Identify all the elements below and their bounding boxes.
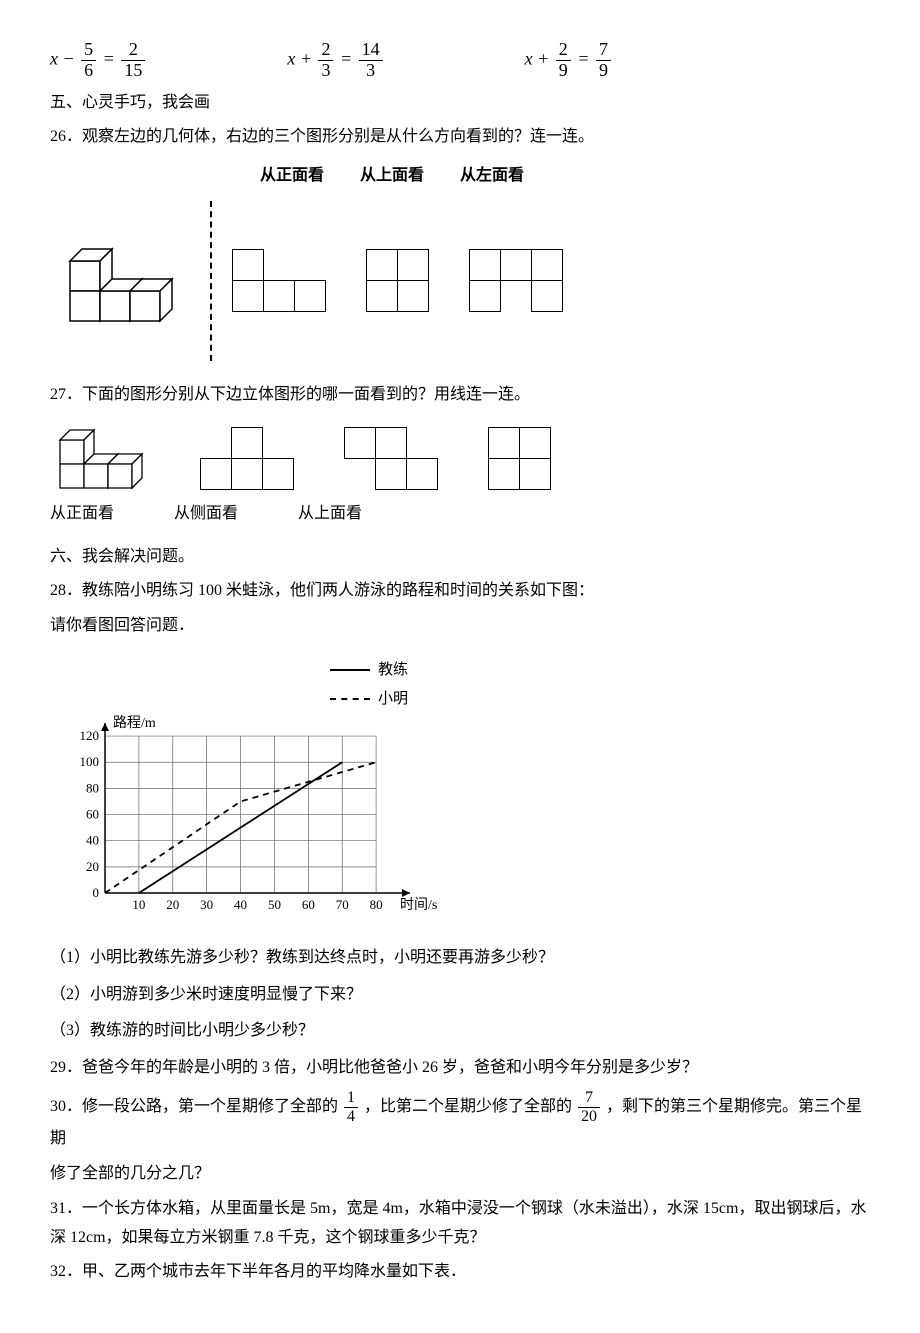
svg-text:20: 20 <box>86 859 99 874</box>
num: 5 <box>81 40 96 61</box>
line-chart-svg: 10 20 30 40 50 60 70 80 0 20 40 60 80 100 120 路程/m 时间/s <box>50 713 470 923</box>
var: x <box>50 48 58 68</box>
var: x <box>525 48 533 68</box>
q28-chart: 教练 小明 10 20 30 40 50 60 70 80 0 20 40 60 80 100 120 路程/… <box>50 657 870 934</box>
q28-sub3: （3）教练游的时间比小明少多少秒？ <box>50 1017 870 1046</box>
label-top: 从上面看 <box>298 500 362 529</box>
equals: = <box>577 48 594 68</box>
question-32: 32．甲、乙两个城市去年下半年各月的平均降水量如下表． <box>50 1258 870 1287</box>
den: 4 <box>344 1108 358 1126</box>
svg-text:40: 40 <box>234 897 247 912</box>
question-30: 30．修一段公路，第一个星期修了全部的 14 ，比第二个星期少修了全部的 720… <box>50 1089 870 1154</box>
svg-text:70: 70 <box>336 897 349 912</box>
equation-3: x + 29 = 79 <box>525 40 613 81</box>
q30-line2: 修了全部的几分之几？ <box>50 1160 870 1189</box>
flat-shape-27b <box>344 427 438 490</box>
num: 2 <box>556 40 571 61</box>
cube-solid-27-icon <box>50 420 150 490</box>
equation-1: x − 56 = 215 <box>50 40 147 81</box>
legend-solid-icon <box>330 669 370 671</box>
question-31: 31．一个长方体水箱，从里面量长是 5m，宽是 4m，水箱中浸没一个钢球（水未溢… <box>50 1195 870 1253</box>
section-6-title: 六、我会解决问题。 <box>50 543 870 572</box>
legend-dash-icon <box>330 698 370 700</box>
q26-view-labels: 从正面看 从上面看 从左面看 <box>260 162 870 191</box>
q30-pre: 30．修一段公路，第一个星期修了全部的 <box>50 1098 338 1115</box>
legend-coach: 教练 <box>378 657 408 684</box>
label-top: 从上面看 <box>360 162 424 191</box>
q28-sub1: （1）小明比教练先游多少秒？教练到达终点时，小明还要再游多少秒？ <box>50 944 870 973</box>
svg-text:120: 120 <box>80 728 100 743</box>
q26-figure-row <box>50 201 870 361</box>
den: 3 <box>359 61 383 81</box>
op: + <box>537 48 549 68</box>
den: 20 <box>578 1108 600 1126</box>
op: + <box>300 48 312 68</box>
equation-2: x + 23 = 143 <box>287 40 384 81</box>
flat-shape-27c <box>488 427 551 490</box>
question-28: 28．教练陪小明练习 100 米蛙泳，他们两人游泳的路程和时间的关系如下图： <box>50 577 870 606</box>
legend-xiaoming: 小明 <box>378 686 408 713</box>
label-front: 从正面看 <box>260 162 324 191</box>
den: 9 <box>596 61 611 81</box>
label-left: 从左面看 <box>460 162 524 191</box>
q30-mid: ，比第二个星期少修了全部的 <box>364 1098 572 1115</box>
num: 14 <box>359 40 383 61</box>
den: 9 <box>556 61 571 81</box>
svg-text:40: 40 <box>86 833 99 848</box>
num: 2 <box>121 40 145 61</box>
vertical-divider <box>210 201 212 361</box>
svg-text:路程/m: 路程/m <box>113 715 156 731</box>
q26-flat-shapes <box>232 249 563 312</box>
svg-text:0: 0 <box>93 885 100 900</box>
q28-sub2: （2）小明游到多少米时速度明显慢了下来？ <box>50 981 870 1010</box>
q27-labels: 从正面看 从侧面看 从上面看 <box>50 500 870 529</box>
svg-text:80: 80 <box>370 897 383 912</box>
svg-text:30: 30 <box>200 897 213 912</box>
section-5-title: 五、心灵手巧，我会画 <box>50 89 870 118</box>
svg-text:50: 50 <box>268 897 281 912</box>
num: 1 <box>344 1089 358 1108</box>
num: 2 <box>318 40 333 61</box>
cube-solid-icon <box>50 226 190 336</box>
question-27: 27．下面的图形分别从下边立体图形的哪一面看到的？用线连一连。 <box>50 381 870 410</box>
svg-text:100: 100 <box>80 754 100 769</box>
q27-figure-row <box>50 420 870 490</box>
svg-text:60: 60 <box>302 897 315 912</box>
svg-text:20: 20 <box>166 897 179 912</box>
svg-text:时间/s: 时间/s <box>400 897 437 913</box>
question-28-sub: 请你看图回答问题． <box>50 612 870 641</box>
flat-shape-27a <box>200 427 294 490</box>
den: 6 <box>81 61 96 81</box>
chart-legend: 教练 小明 <box>330 657 450 713</box>
flat-shape-2 <box>366 249 429 312</box>
question-29: 29．爸爸今年的年龄是小明的 3 倍，小明比他爸爸小 26 岁，爸爸和小明今年分… <box>50 1054 870 1083</box>
equals: = <box>103 48 120 68</box>
den: 15 <box>121 61 145 81</box>
equals: = <box>340 48 357 68</box>
num: 7 <box>596 40 611 61</box>
label-front: 从正面看 <box>50 500 114 529</box>
label-side: 从侧面看 <box>174 500 238 529</box>
svg-text:60: 60 <box>86 807 99 822</box>
question-26: 26．观察左边的几何体，右边的三个图形分别是从什么方向看到的？连一连。 <box>50 123 870 152</box>
equation-row: x − 56 = 215 x + 23 = 143 x + 29 = 79 <box>50 40 870 81</box>
svg-text:80: 80 <box>86 780 99 795</box>
op: − <box>63 48 75 68</box>
var: x <box>287 48 295 68</box>
flat-shape-3 <box>469 249 563 312</box>
num: 7 <box>578 1089 600 1108</box>
flat-shape-1 <box>232 249 326 312</box>
den: 3 <box>318 61 333 81</box>
svg-text:10: 10 <box>132 897 145 912</box>
